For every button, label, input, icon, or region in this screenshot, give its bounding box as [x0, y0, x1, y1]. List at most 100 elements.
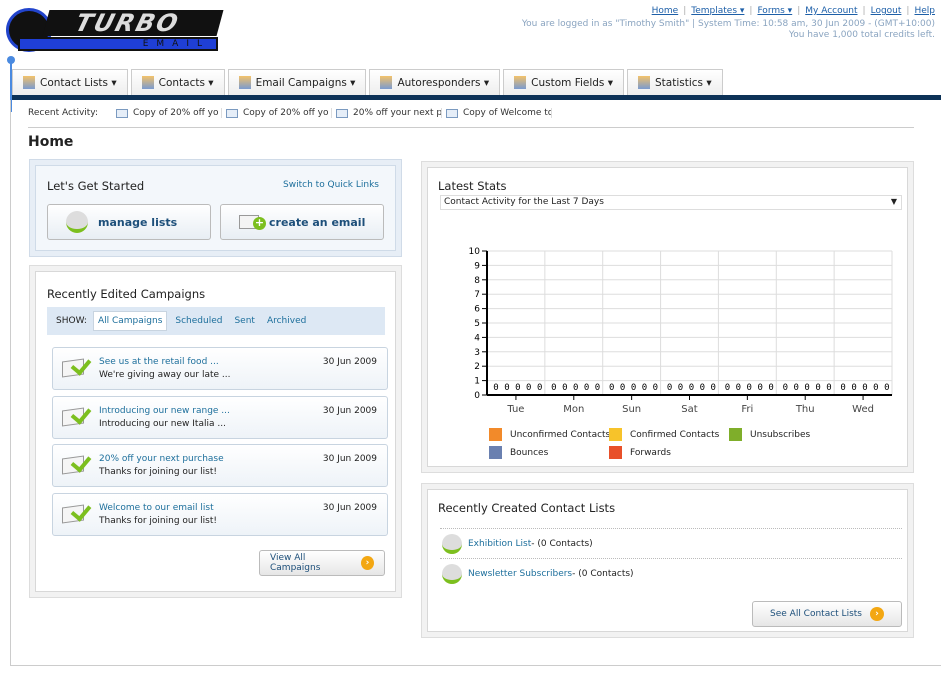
manage-lists-button[interactable]: manage lists [47, 204, 211, 240]
credits-info: You have 1,000 total credits left. [788, 30, 935, 40]
legend-item: Unconfirmed Contacts [489, 428, 610, 441]
campaigns-title: Recently Edited Campaigns [47, 287, 206, 301]
nav-tab[interactable]: Statistics ▾ [627, 69, 723, 95]
legend-item: Unsubscribes [729, 428, 810, 441]
header-link[interactable]: Templates ▾ [691, 6, 745, 16]
get-started-panel: Let's Get Started Switch to Quick Links … [29, 159, 402, 257]
header-link[interactable]: My Account [805, 6, 858, 16]
contact-list-link[interactable]: Exhibition List [468, 539, 532, 549]
switch-quick-links-link[interactable]: Switch to Quick Links [283, 180, 379, 190]
campaign-title[interactable]: Introducing our new range ... [99, 405, 230, 416]
campaign-date: 30 Jun 2009 [322, 357, 377, 367]
recent-activity-item[interactable]: Copy of 20% off yo [222, 108, 333, 118]
campaign-title[interactable]: See us at the retail food ... [99, 357, 219, 367]
filter-tab[interactable]: All Campaigns [92, 311, 168, 331]
decor-line [7, 56, 15, 64]
envelope-icon [446, 108, 459, 118]
envelope-icon [238, 76, 251, 89]
nav-tab[interactable]: Custom Fields ▾ [503, 69, 625, 95]
divider [440, 558, 902, 559]
see-all-contact-lists-button[interactable]: See All Contact Lists › [752, 601, 902, 627]
campaign-title[interactable]: Welcome to our email list [99, 502, 214, 513]
envelope-icon [226, 108, 239, 118]
divider [440, 528, 902, 529]
nav-tab-label: Contacts ▾ [158, 76, 214, 89]
page-title: Home [28, 134, 74, 150]
legend-swatch [489, 446, 502, 459]
nav-tab-label: Statistics ▾ [655, 76, 712, 89]
view-all-campaigns-label: View All Campaigns [270, 553, 321, 573]
campaign-item[interactable]: 20% off your next purchase Thanks for joi… [52, 444, 388, 487]
nav-tab-label: Contact Lists ▾ [40, 76, 117, 89]
custom-fields-icon [514, 76, 527, 89]
autoresponder-icon [380, 76, 393, 89]
contact-list-count: - (0 Contacts) [572, 569, 634, 579]
add-email-icon: + [239, 215, 266, 230]
chevron-down-icon: ▼ [890, 197, 897, 206]
legend-swatch [489, 428, 502, 441]
campaign-description: We're giving away our late ... [99, 370, 231, 380]
recent-activity-label: Recent Activity: [28, 108, 99, 118]
campaign-date: 30 Jun 2009 [322, 405, 377, 416]
header-link[interactable]: Home [651, 6, 679, 16]
filter-tab[interactable]: Scheduled [175, 316, 223, 326]
nav-tab[interactable]: Contact Lists ▾ [12, 69, 128, 95]
legend-swatch [609, 446, 622, 459]
recent-activity-text: Copy of 20% off yo [243, 108, 329, 118]
arrow-right-icon: › [360, 556, 374, 570]
content-frame [10, 100, 941, 666]
logo[interactable]: TURBO EMAIL [6, 4, 224, 52]
header-link[interactable]: Help [914, 6, 935, 16]
header-link[interactable]: Forms ▾ [757, 6, 793, 16]
recent-activity-item[interactable]: Copy of Welcome to [442, 108, 553, 118]
campaign-item[interactable]: See us at the retail food ... We're givin… [52, 347, 388, 390]
campaigns-panel: Recently Edited Campaigns SHOW: All Camp… [29, 265, 402, 598]
recent-activity-text: Copy of 20% off yo [133, 108, 219, 118]
create-email-button[interactable]: + create an email [220, 204, 384, 240]
nav-tab[interactable]: Autoresponders ▾ [369, 69, 501, 95]
contact-list-count: - (0 Contacts) [531, 539, 593, 549]
separator: | [906, 6, 910, 16]
campaign-description: Thanks for joining our list! [99, 515, 218, 526]
legend-swatch [729, 428, 742, 441]
recent-activity-item[interactable]: 20% off your next p [332, 108, 443, 118]
campaign-item[interactable]: Introducing our new range ... Introducing… [52, 395, 388, 439]
create-email-label: create an email [269, 215, 366, 229]
legend-label: Confirmed Contacts [630, 429, 720, 440]
latest-stats-panel: Latest Stats Contact Activity for the La… [421, 161, 914, 473]
manage-lists-label: manage lists [98, 215, 178, 229]
nav-tab[interactable]: Contacts ▾ [130, 69, 225, 95]
nav-tab-label: Autoresponders ▾ [397, 76, 490, 89]
envelope-icon [116, 108, 129, 118]
recent-activity-text: 20% off your next p [353, 108, 443, 118]
contact-lists-panel: Recently Created Contact Lists Exhibitio… [421, 483, 914, 638]
header-link[interactable]: Logout [870, 6, 902, 16]
contact-list-icon [442, 534, 462, 554]
stats-select-value: Contact Activity for the Last 7 Days [444, 197, 604, 207]
separator: | [797, 6, 801, 16]
arrow-right-icon: › [869, 607, 884, 621]
nav-bar [12, 95, 941, 100]
filter-tab[interactable]: Sent [234, 316, 255, 326]
legend-item: Confirmed Contacts [609, 428, 719, 441]
show-label: SHOW: [56, 316, 87, 326]
contact-list-item: Newsletter Subscribers - (0 Contacts) [442, 564, 634, 584]
latest-stats-title: Latest Stats [438, 179, 507, 193]
recent-activity-item[interactable]: Copy of 20% off yo [112, 108, 223, 118]
campaign-title[interactable]: 20% off your next purchase [99, 454, 224, 464]
legend-label: Unconfirmed Contacts [510, 429, 611, 440]
separator: | [862, 6, 866, 16]
campaign-item[interactable]: Welcome to our email list Thanks for join… [52, 492, 388, 536]
contact-list-link[interactable]: Newsletter Subscribers [468, 569, 573, 579]
login-info: You are logged in as "Timothy Smith" | S… [521, 19, 935, 29]
get-started-title: Let's Get Started [47, 179, 145, 193]
main-nav: Contact Lists ▾ Contacts ▾ Email Campaigns… [12, 69, 723, 95]
campaign-description: Thanks for joining our list! [99, 467, 218, 477]
view-all-campaigns-button[interactable]: View All Campaigns › [259, 550, 385, 576]
contact-lists-title: Recently Created Contact Lists [438, 501, 616, 515]
nav-tab[interactable]: Email Campaigns ▾ [227, 69, 367, 95]
nav-tab-label: Email Campaigns ▾ [255, 76, 356, 89]
filter-tab[interactable]: Archived [266, 316, 307, 326]
legend-swatch [609, 428, 622, 441]
stats-select[interactable]: Contact Activity for the Last 7 Days ▼ [440, 195, 902, 210]
